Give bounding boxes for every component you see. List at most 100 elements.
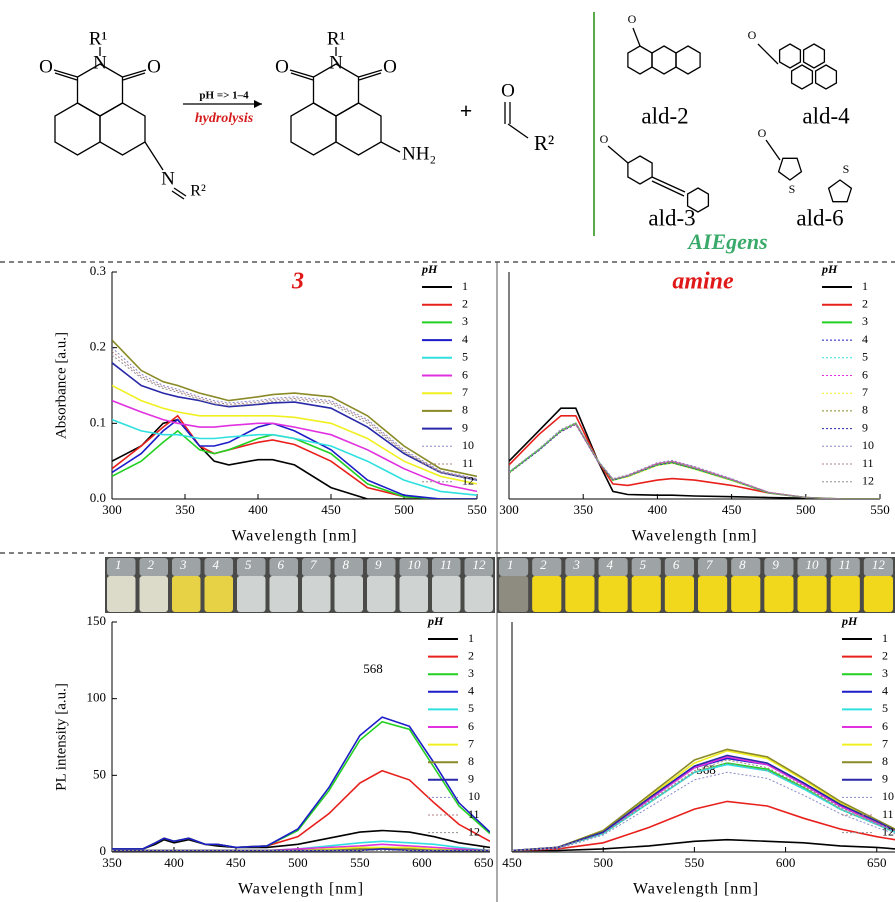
atom-label: S [789,182,796,196]
vial-cap [764,558,793,576]
legend-label: 10 [462,438,474,452]
vial-cap [698,558,727,576]
legend-label: 2 [862,296,868,310]
compound-label: ald-3 [648,205,695,230]
vial-label: 2 [148,557,155,572]
legend-label: 5 [882,701,888,715]
vial [532,576,561,612]
ring [816,65,837,89]
legend-label: 3 [862,314,868,328]
ring [676,46,700,74]
x-tick-label: 400 [248,502,268,517]
x-tick-label: 450 [502,855,522,870]
legend-label: 8 [882,754,888,768]
data-line [509,425,880,499]
vial-label: 2 [540,557,547,572]
x-tick-label: 550 [870,502,890,517]
vial-label: 11 [440,557,452,572]
ring [291,103,336,155]
compound-label: ald-6 [796,205,843,230]
vial [302,576,331,612]
vial [698,576,727,612]
vial-cap [565,558,594,576]
vial-label: 4 [213,557,220,572]
y-tick-label: 0.2 [90,339,106,354]
legend-label: 10 [862,438,874,452]
legend-label: 1 [468,631,474,645]
vial [632,576,661,612]
vial-label: 4 [607,557,614,572]
data-line [509,423,880,499]
legend-label: 6 [862,367,868,381]
legend-label: 1 [882,631,888,645]
atom-label: O [147,56,161,77]
atom-label: O [383,56,397,77]
legend-title: pH [421,262,438,276]
legend-label: 12 [462,473,474,487]
legend-label: 11 [862,456,874,470]
compound-label: ald-2 [641,103,688,128]
atom-label: N [161,168,175,189]
vial [864,576,893,612]
vial-label: 6 [673,557,680,572]
legend-label: 2 [882,648,888,662]
atom-label: R² [190,183,206,200]
x-tick-label: 650 [474,855,494,870]
vial-label: 5 [640,557,647,572]
x-tick-label: 550 [467,502,487,517]
legend-label: 11 [462,456,474,470]
legend-label: 11 [882,807,894,821]
bond [652,181,684,196]
ring [55,103,100,155]
legend-label: 2 [462,296,468,310]
vial-label: 1 [507,557,514,572]
x-tick-label: 650 [867,855,887,870]
legend-label: 12 [882,824,894,838]
x-tick-label: 400 [648,502,668,517]
legend-title: pH [821,262,838,276]
vial-cap [665,558,694,576]
data-line [112,722,490,849]
ring [652,46,676,74]
atom-label: O [748,28,757,42]
x-tick-label: 500 [288,855,308,870]
arrow-label: hydrolysis [195,111,254,126]
vial-label: 12 [872,557,886,572]
vial [499,576,528,612]
legend-label: 7 [468,736,474,750]
x-axis-label: Wavelength [nm] [238,881,364,898]
data-line [509,423,880,499]
legend-label: 5 [862,350,868,364]
legend-label: 4 [862,332,868,346]
bond [633,28,640,46]
legend-label: 12 [468,824,480,838]
arrow-head [254,100,262,108]
atom-label: O [758,126,767,140]
x-axis-label: Wavelength [nm] [633,881,759,898]
vial-cap [532,558,561,576]
x-tick-label: 600 [776,855,796,870]
vial [367,576,396,612]
vial [140,576,169,612]
y-tick-label: 0 [100,843,107,858]
vial-label: 7 [310,557,317,572]
x-tick-label: 400 [164,855,184,870]
data-line [112,717,490,849]
bond [172,191,184,199]
reaction-scheme: R¹ N O O N R² pH => 1–4 hydrolysis R¹ N … [39,12,851,254]
ring [628,156,652,184]
atom-label: O [628,12,637,26]
vial [237,576,266,612]
legend-label: 1 [462,279,468,293]
vial-label: 12 [473,557,487,572]
legend-label: 9 [882,772,888,786]
ring [779,158,802,180]
vial-label: 3 [179,557,187,572]
data-line [112,348,477,479]
y-tick-label: 0.0 [90,490,106,505]
vial-label: 9 [772,557,779,572]
vial [205,576,234,612]
x-tick-label: 500 [394,502,414,517]
ring [780,44,801,68]
legend-label: 9 [862,420,868,434]
